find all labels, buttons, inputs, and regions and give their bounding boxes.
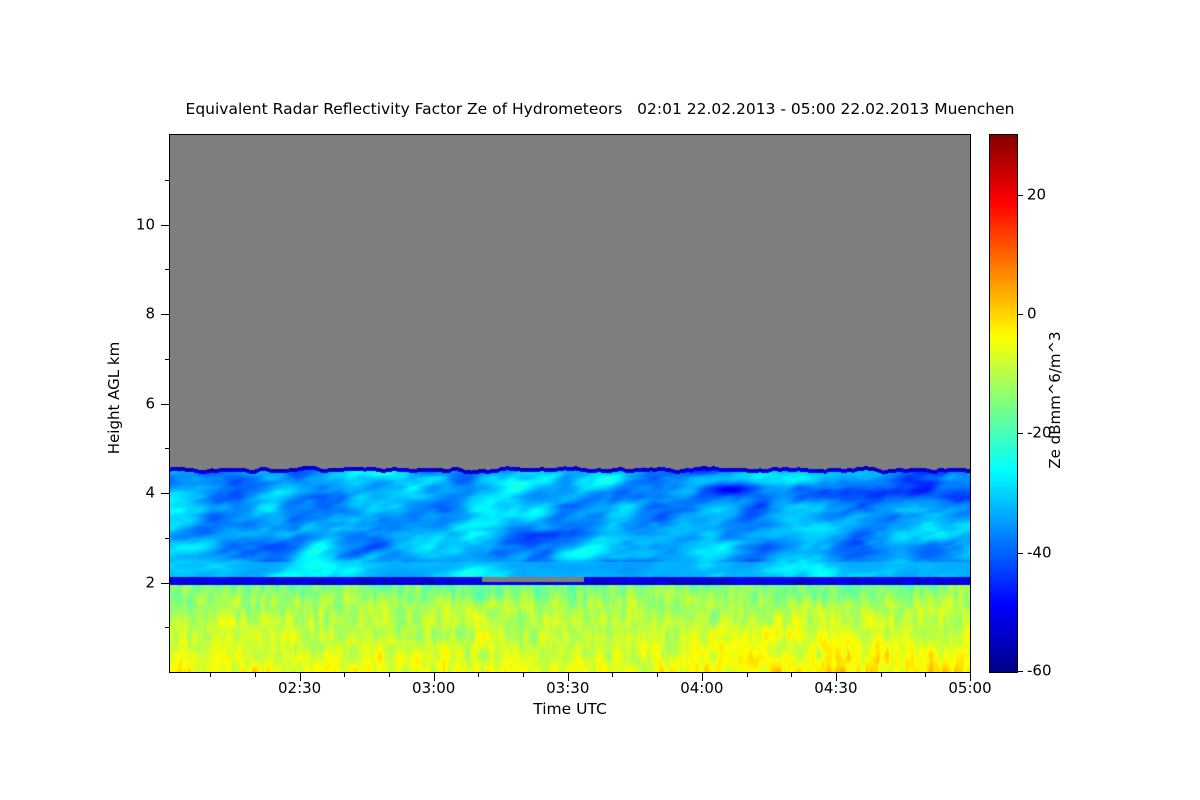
y-major-tick bbox=[161, 403, 169, 405]
y-tick-label: 6 bbox=[145, 394, 155, 412]
x-major-tick bbox=[299, 673, 301, 681]
x-tick-label: 04:00 bbox=[680, 679, 724, 697]
colorbar-tick bbox=[1018, 314, 1023, 315]
y-major-tick bbox=[161, 582, 169, 584]
colorbar-tick-label: 0 bbox=[1027, 304, 1037, 323]
x-major-tick bbox=[970, 673, 971, 681]
colorbar-label: Ze dBmm^6/m^3 bbox=[1046, 331, 1064, 469]
x-tick-label: 05:00 bbox=[948, 679, 992, 697]
x-minor-tick bbox=[657, 673, 659, 677]
x-minor-tick bbox=[523, 673, 525, 677]
x-minor-tick bbox=[210, 673, 212, 677]
plot-frame bbox=[169, 134, 971, 673]
colorbar-tick bbox=[1018, 552, 1023, 554]
colorbar-tick bbox=[1018, 194, 1023, 196]
colorbar-tick bbox=[1018, 433, 1023, 435]
x-minor-tick bbox=[344, 673, 346, 677]
y-tick-label: 10 bbox=[135, 215, 155, 233]
x-tick-label: 03:30 bbox=[546, 679, 590, 697]
x-axis-label: Time UTC bbox=[533, 700, 607, 718]
y-major-tick bbox=[161, 314, 169, 315]
x-tick-label: 04:30 bbox=[814, 679, 858, 697]
colorbar-frame bbox=[989, 134, 1018, 673]
y-tick-label: 4 bbox=[145, 483, 155, 502]
x-major-tick bbox=[433, 673, 435, 681]
y-tick-label: 8 bbox=[145, 304, 155, 323]
colorbar-tick-label: 20 bbox=[1027, 185, 1047, 204]
x-major-tick bbox=[835, 673, 837, 681]
x-tick-label: 02:30 bbox=[277, 679, 322, 697]
x-minor-tick bbox=[746, 673, 748, 677]
x-major-tick bbox=[567, 673, 569, 681]
y-axis-label: Height AGL km bbox=[105, 341, 123, 455]
x-minor-tick bbox=[388, 673, 390, 677]
colorbar-tick-label: -40 bbox=[1027, 543, 1052, 562]
colorbar-tick-label: -60 bbox=[1027, 661, 1052, 680]
x-minor-tick bbox=[612, 673, 614, 677]
chart-title: Equivalent Radar Reflectivity Factor Ze … bbox=[185, 100, 1015, 118]
x-minor-tick bbox=[791, 673, 793, 677]
y-major-tick bbox=[161, 493, 169, 494]
heatmap-plot bbox=[170, 135, 970, 672]
y-major-tick bbox=[161, 224, 169, 226]
x-tick-label: 03:00 bbox=[412, 679, 456, 697]
x-minor-tick bbox=[925, 673, 927, 677]
colorbar bbox=[990, 135, 1017, 672]
colorbar-tick bbox=[1018, 671, 1023, 672]
x-minor-tick bbox=[478, 673, 480, 677]
x-minor-tick bbox=[254, 673, 256, 677]
y-tick-label: 2 bbox=[145, 573, 155, 591]
x-minor-tick bbox=[880, 673, 882, 677]
x-major-tick bbox=[701, 673, 703, 681]
